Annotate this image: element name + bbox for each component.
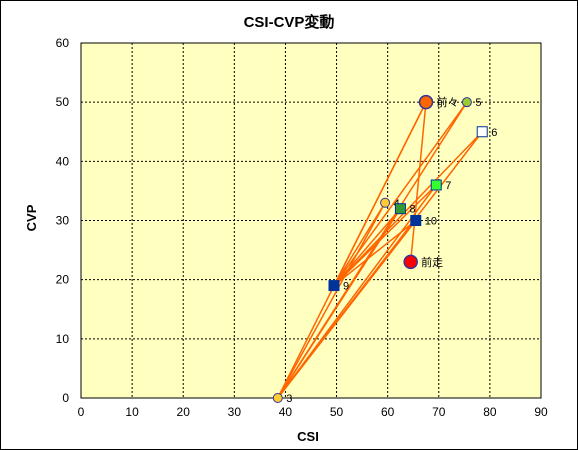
data-point-marker [272,393,283,403]
data-point-marker [476,126,488,138]
connector-line [333,101,427,286]
data-point-label: 7 [445,180,451,192]
data-point-marker [430,179,442,191]
chart-title: CSI-CVP変動 [244,13,335,31]
y-tick-labels: 0 10 20 30 40 50 60 [56,36,70,405]
data-point-label: 10 [425,216,437,228]
x-tick-label: 90 [534,405,548,419]
data-point-label: 前走 [421,255,443,269]
x-tick-label: 80 [483,405,497,419]
x-tick-label: 10 [125,405,139,419]
connector-line [277,202,386,399]
data-point-marker [410,215,422,226]
y-axis-label: CVP [24,204,39,231]
grid-lines [81,43,541,398]
plot-border [80,42,542,399]
x-tick-labels: 0 10 20 30 40 50 60 70 80 90 [78,405,548,419]
y-tick-label: 30 [56,214,70,228]
x-tick-label: 30 [228,405,242,419]
data-point-label: 3 [286,393,292,405]
data-point-marker [394,203,406,215]
connector-line [333,208,402,287]
data-point-marker [403,254,418,270]
data-point-label: 8 [409,204,415,216]
x-tick-label: 0 [78,405,85,419]
x-tick-label: 20 [177,405,191,419]
x-tick-label: 70 [432,405,446,419]
data-point-marker [461,97,472,108]
connector-line [277,220,417,399]
x-axis-label: CSI [297,429,319,444]
data-point-marker [380,197,391,208]
data-point-marker [328,280,340,292]
data-points: 34前々5678109前走 [272,94,497,405]
y-tick-label: 0 [62,391,69,405]
x-tick-label: 60 [381,405,395,419]
y-tick-label: 10 [56,332,70,346]
connector-line [277,184,437,399]
data-point-label: 9 [343,281,349,293]
connector-line [333,184,437,287]
y-tick-label: 40 [56,154,70,168]
data-point-marker [418,94,434,110]
connector-line [333,131,483,287]
connector-line [333,101,468,287]
data-point-label: 前々 [437,95,459,109]
connector-lines [277,101,483,399]
y-tick-label: 20 [56,273,70,287]
connector-line [333,219,417,287]
x-tick-label: 40 [279,405,293,419]
y-tick-label: 50 [56,95,70,109]
connector-line [333,202,386,286]
connector-line [409,102,427,262]
x-tick-label: 50 [330,405,344,419]
y-tick-label: 60 [56,36,70,50]
data-point-label: 6 [491,127,497,139]
data-point-label: 5 [475,97,481,109]
